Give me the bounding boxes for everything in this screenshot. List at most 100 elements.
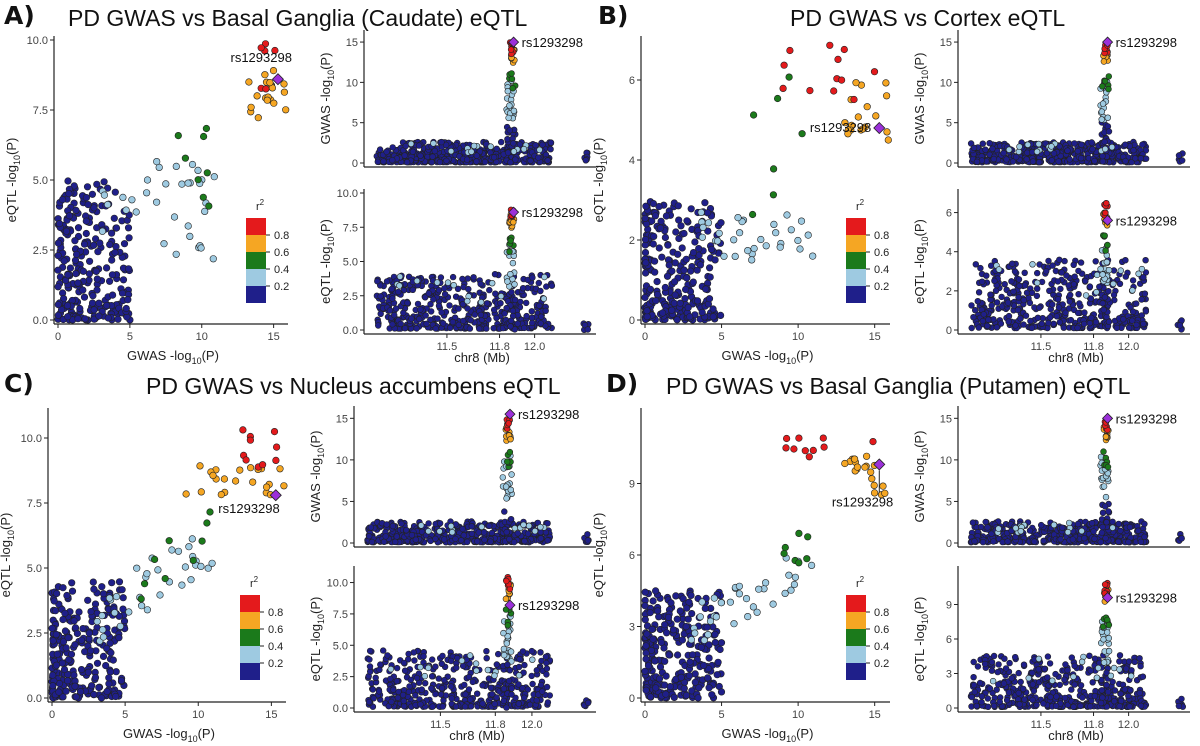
eqtl-locus-a-y-tick-label: 0.0 [343, 325, 358, 337]
locus-point [432, 325, 439, 332]
snp-point [783, 211, 791, 219]
scatter-a-x-tick-label: 5 [127, 331, 133, 343]
locus-point [982, 146, 989, 153]
locus-point [1121, 141, 1129, 148]
snp-point [769, 165, 778, 173]
locus-point [506, 448, 514, 456]
snp-point [60, 257, 68, 265]
locus-point [1028, 324, 1036, 332]
locus-point [470, 142, 478, 150]
snp-point [253, 92, 261, 100]
snp-point [657, 638, 666, 647]
locus-point [527, 157, 534, 165]
locus-point [1074, 520, 1082, 528]
gwas-locus-d-y-tick-label: 15 [940, 413, 952, 425]
locus-point [1053, 313, 1061, 320]
locus-point [414, 300, 422, 308]
snp-point [52, 661, 61, 669]
locus-point [487, 684, 495, 691]
locus-point [1129, 287, 1136, 294]
scatter-a-y-tick-label: 10.0 [27, 35, 48, 47]
locus-point [1055, 158, 1062, 165]
snp-point [664, 613, 673, 622]
snp-point [795, 529, 803, 538]
locus-point [1077, 155, 1085, 162]
snp-point [80, 240, 89, 248]
snp-point [85, 257, 94, 265]
locus-point [1131, 155, 1139, 162]
snp-point [125, 234, 133, 242]
snp-point [804, 533, 812, 541]
snp-point [642, 259, 650, 267]
locus-point [459, 662, 467, 670]
snp-point [114, 315, 122, 323]
locus-point [480, 529, 488, 536]
snp-point [93, 180, 101, 188]
eqtl-locus-a-x-tick-label: 12.0 [524, 341, 545, 353]
locus-point [417, 663, 424, 671]
locus-point [489, 280, 496, 287]
locus-point [464, 275, 471, 282]
locus-point [1116, 280, 1124, 287]
snp-point [51, 607, 60, 615]
snp-point [170, 213, 179, 221]
locus-point [470, 274, 477, 281]
locus-point [1004, 299, 1012, 306]
snp-point [786, 46, 794, 55]
locus-point [510, 107, 518, 115]
locus-point [1104, 241, 1111, 249]
legend-color-swatch [846, 252, 866, 269]
snp-point [162, 180, 170, 188]
snp-point [680, 266, 688, 274]
locus-point [1033, 148, 1041, 155]
locus-point [508, 685, 515, 692]
snp-point [143, 189, 151, 197]
locus-point [453, 664, 460, 671]
snp-point [674, 250, 682, 258]
locus-point [1001, 281, 1008, 288]
scatter-d-y-tick-label: 9 [629, 479, 635, 491]
locus-point [428, 159, 435, 166]
locus-point [510, 140, 517, 147]
locus-point [393, 664, 401, 672]
snp-point [95, 312, 103, 320]
locus-point [542, 653, 550, 660]
snp-point [79, 267, 87, 275]
snp-point [71, 237, 79, 245]
snp-point [742, 594, 751, 603]
locus-point [1101, 294, 1109, 301]
snp-point [686, 267, 695, 275]
locus-point [398, 520, 405, 527]
locus-point [483, 300, 491, 307]
locus-point [377, 310, 384, 317]
snp-point [63, 677, 72, 685]
locus-point [544, 157, 551, 164]
locus-point [1048, 157, 1056, 164]
eqtl-locus-a-y-tick-label: 2.5 [343, 291, 358, 303]
snp-point [651, 657, 659, 665]
locus-point [1117, 267, 1125, 274]
snp-point [77, 636, 86, 644]
snp-point [188, 160, 197, 169]
snp-point [125, 608, 133, 616]
locus-point [973, 158, 981, 166]
locus-point [501, 310, 508, 317]
snp-point [54, 266, 62, 274]
snp-point [186, 232, 194, 240]
locus-point [464, 305, 471, 312]
snp-point [641, 235, 650, 244]
locus-point [438, 684, 446, 692]
snp-point [666, 682, 674, 691]
snp-point [62, 227, 71, 235]
scatter-d-x-tick-label: 0 [642, 709, 648, 721]
locus-point [1012, 153, 1020, 161]
snp-point [108, 271, 116, 279]
locus-point [465, 673, 473, 681]
snp-point [107, 229, 116, 237]
locus-point [369, 686, 377, 693]
snp-point [701, 199, 709, 207]
snp-point [247, 103, 255, 111]
snp-point [703, 623, 711, 631]
legend-tick-label: 0.6 [274, 247, 289, 259]
locus-point [1092, 258, 1099, 265]
